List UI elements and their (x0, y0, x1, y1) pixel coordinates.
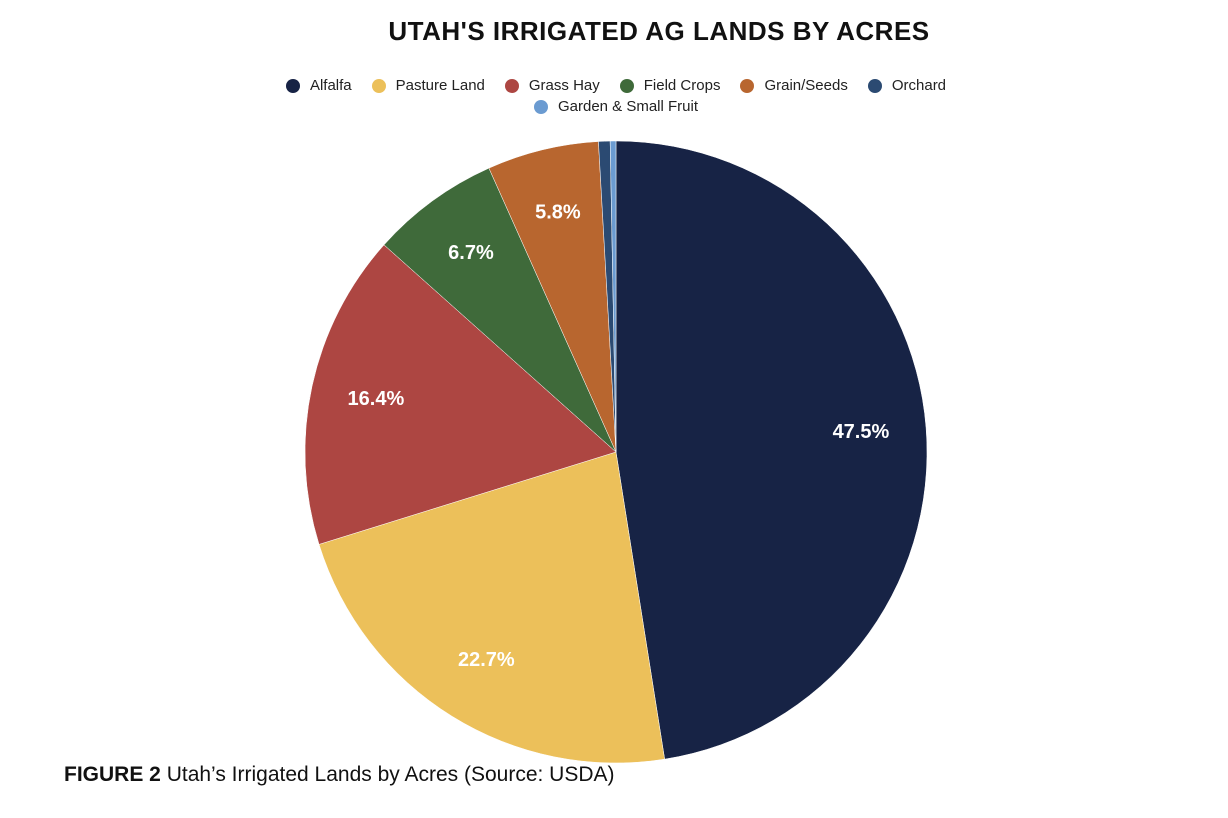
pie-slice (318, 451, 665, 764)
legend-swatch (504, 78, 519, 93)
pie-slice (609, 140, 617, 453)
pie-slice (383, 167, 617, 453)
pie-slice (615, 140, 928, 760)
legend-label: Field Crops (643, 77, 721, 94)
legend-swatch (371, 78, 386, 93)
slice-label: 6.7% (448, 242, 494, 264)
caption-text: Utah’s Irrigated Lands by Acres (Source:… (166, 763, 615, 786)
legend-label: Orchard (891, 77, 947, 94)
legend-item: Field Crops (619, 77, 721, 94)
chart-title: UTAH'S IRRIGATED AG LANDS BY ACRES (388, 16, 930, 46)
pie-slice (304, 244, 617, 545)
legend-label: Alfalfa (309, 77, 352, 94)
legend-item: Alfalfa (285, 77, 352, 94)
legend-swatch (285, 78, 300, 93)
slice-label: 16.4% (348, 388, 405, 410)
legend-label: Grain/Seeds (764, 77, 848, 94)
slice-label: 47.5% (833, 421, 890, 443)
legend-swatch (740, 78, 755, 93)
caption: FIGURE 2 Utah’s Irrigated Lands by Acres… (64, 763, 615, 787)
legend-swatch (619, 78, 634, 93)
legend: Alfalfa Pasture Land Grass Hay Field Crops G… (270, 77, 962, 115)
legend-item: Orchard (867, 77, 947, 94)
legend-swatch (533, 99, 548, 114)
legend-item: Pasture Land (371, 77, 485, 94)
caption-label: FIGURE 2 (64, 763, 161, 786)
legend-swatch (867, 78, 882, 93)
legend-item: Grass Hay (504, 77, 600, 94)
legend-label: Pasture Land (395, 77, 485, 94)
legend-label: Grass Hay (528, 77, 600, 94)
slice-label: 22.7% (458, 649, 515, 671)
legend-item: Grain/Seeds (740, 77, 848, 94)
slice-label: 5.8% (535, 202, 581, 224)
legend-item: Garden & Small Fruit (533, 98, 699, 115)
legend-label: Garden & Small Fruit (557, 98, 699, 115)
